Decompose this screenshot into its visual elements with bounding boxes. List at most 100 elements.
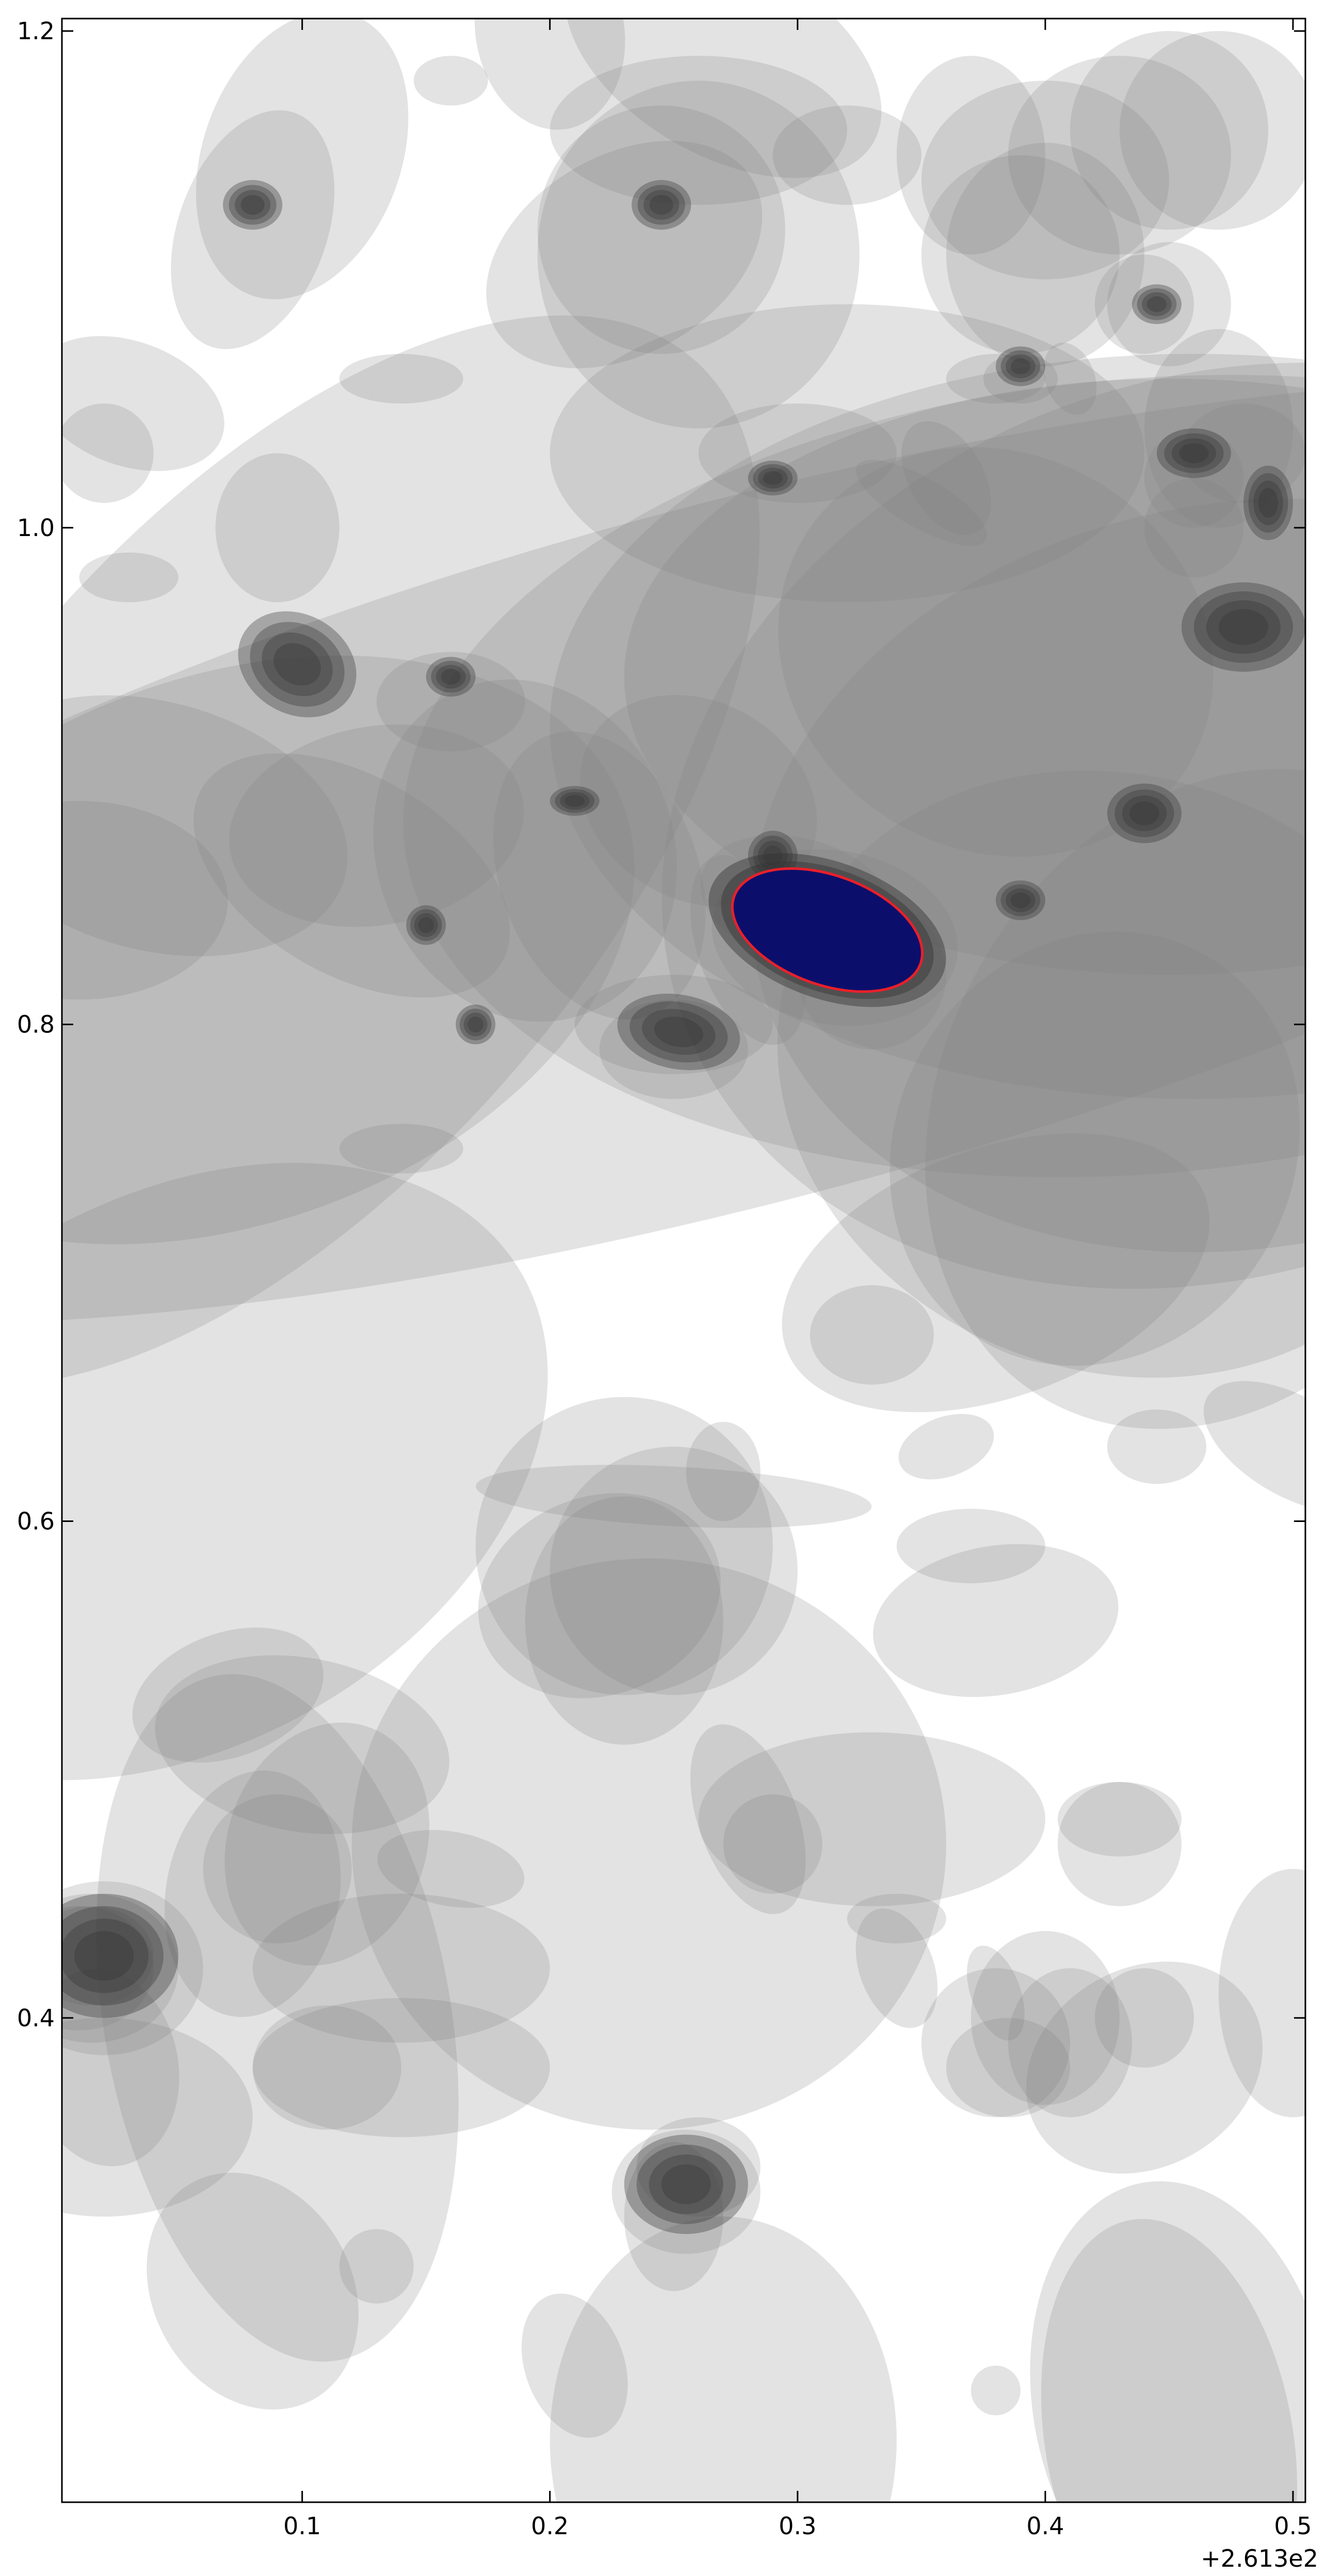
source-ellipse [62,1906,154,2031]
source-ellipse [1043,343,1097,415]
source-ellipse [661,362,1305,1289]
source-ellipse [855,460,987,546]
source-ellipse [549,304,1144,603]
dark-knot-ellipse [1137,288,1177,320]
dark-knot-ellipse [643,190,680,220]
source-ellipse [901,421,991,535]
source-ellipse [1094,254,1194,354]
dark-knot-ellipse [1146,296,1167,313]
dark-knot-ellipse [1218,609,1268,645]
x-tick-label: 0.1 [283,2512,321,2540]
source-ellipse [698,1732,1045,1906]
source-ellipse [62,377,1305,1324]
dark-knot-ellipse [223,180,283,230]
dark-knot-ellipse [250,622,345,707]
dark-knot-ellipse [1010,892,1031,909]
source-ellipse [537,80,860,429]
source-ellipse [1219,1869,1305,2117]
dark-knot-ellipse [1131,284,1182,325]
source-ellipse [898,1414,994,1480]
y-tick-label: 1.2 [17,17,55,45]
source-ellipse [193,753,510,998]
dark-knot-ellipse [661,2164,711,2205]
source-ellipse [493,731,706,1020]
x-tick-label: 0.3 [779,2512,816,2540]
source-ellipse [351,1558,946,2130]
source-ellipse [611,2129,761,2254]
x-tick-label: 0.5 [1274,2512,1312,2540]
dark-knot-ellipse [649,195,673,215]
source-ellipse [252,1998,550,2137]
source-ellipse [873,1544,1119,1697]
dark-knot-ellipse [431,660,471,693]
y-tick-label: 0.8 [17,1011,55,1039]
dark-knot-ellipse [1181,582,1305,672]
source-ellipse [565,19,882,178]
dark-knot-ellipse [617,994,740,1071]
source-ellipse [1144,329,1293,528]
dark-knot-ellipse [62,1918,149,1994]
dark-knot-ellipse [1006,354,1036,379]
dark-knot-ellipse [74,1931,134,1981]
y-tick-label: 0.6 [17,1507,55,1535]
source-ellipse [778,447,1214,857]
source-ellipse [782,1133,1210,1413]
source-ellipse [1144,428,1243,528]
source-ellipse [196,19,409,300]
source-ellipse [486,140,763,368]
y-tick-label: 1.0 [17,514,55,542]
source-ellipse [946,142,1144,366]
source-ellipse [751,498,1305,1253]
source-ellipse [549,2216,897,2502]
dark-knot-ellipse [632,180,691,230]
source-ellipse [155,1655,449,1835]
dark-knot-ellipse [995,346,1045,386]
source-ellipse [224,1722,430,1966]
source-ellipse [925,769,1305,1429]
source-ellipse [203,1794,352,1943]
dark-knots [62,180,1305,2234]
source-ellipse [1070,31,1268,230]
dark-knot-ellipse [1253,480,1283,526]
source-ellipse [574,975,773,1074]
source-ellipse [229,724,524,927]
source-ellipse [1008,56,1231,255]
source-ellipse [921,155,1120,354]
source-ellipse [624,2142,723,2291]
source-ellipse [413,56,488,106]
source-ellipse [1107,1409,1206,1484]
source-ellipse [62,695,348,957]
source-ellipse [376,652,525,752]
dark-knot-ellipse [763,471,783,485]
dark-knot-ellipse [1179,443,1209,463]
source-ellipse [549,56,847,205]
source-ellipse [971,1931,1120,2105]
dark-knot-ellipse [463,1012,488,1036]
source-ellipse [855,1908,938,2028]
source-ellipse [1026,1962,1263,2174]
dark-knot-ellipse [637,185,685,225]
source-ellipse [339,2229,414,2304]
dark-knot-ellipse [1164,433,1224,473]
source-ellipse [1057,1781,1182,1906]
dark-knot-ellipse [1010,358,1031,375]
dark-knot-ellipse [262,633,333,696]
dark-knot-ellipse [753,835,793,876]
source-ellipse [62,315,760,1386]
highlighted-source [708,853,946,1007]
source-ellipse [164,1770,341,2017]
source-ellipse [62,336,224,471]
dark-knot-ellipse [406,905,446,945]
x-tick-label: 0.2 [531,2512,569,2540]
dark-knot-ellipse [1193,591,1293,663]
source-ellipse [62,1906,154,2006]
source-ellipse [580,695,817,907]
dark-knot-ellipse [1156,428,1231,478]
source-ellipse [171,110,335,349]
dark-knot-ellipse [1258,488,1279,518]
dark-knot-ellipse [758,840,788,871]
source-ellipse [1094,1968,1194,2068]
source-ellipse [215,453,339,603]
